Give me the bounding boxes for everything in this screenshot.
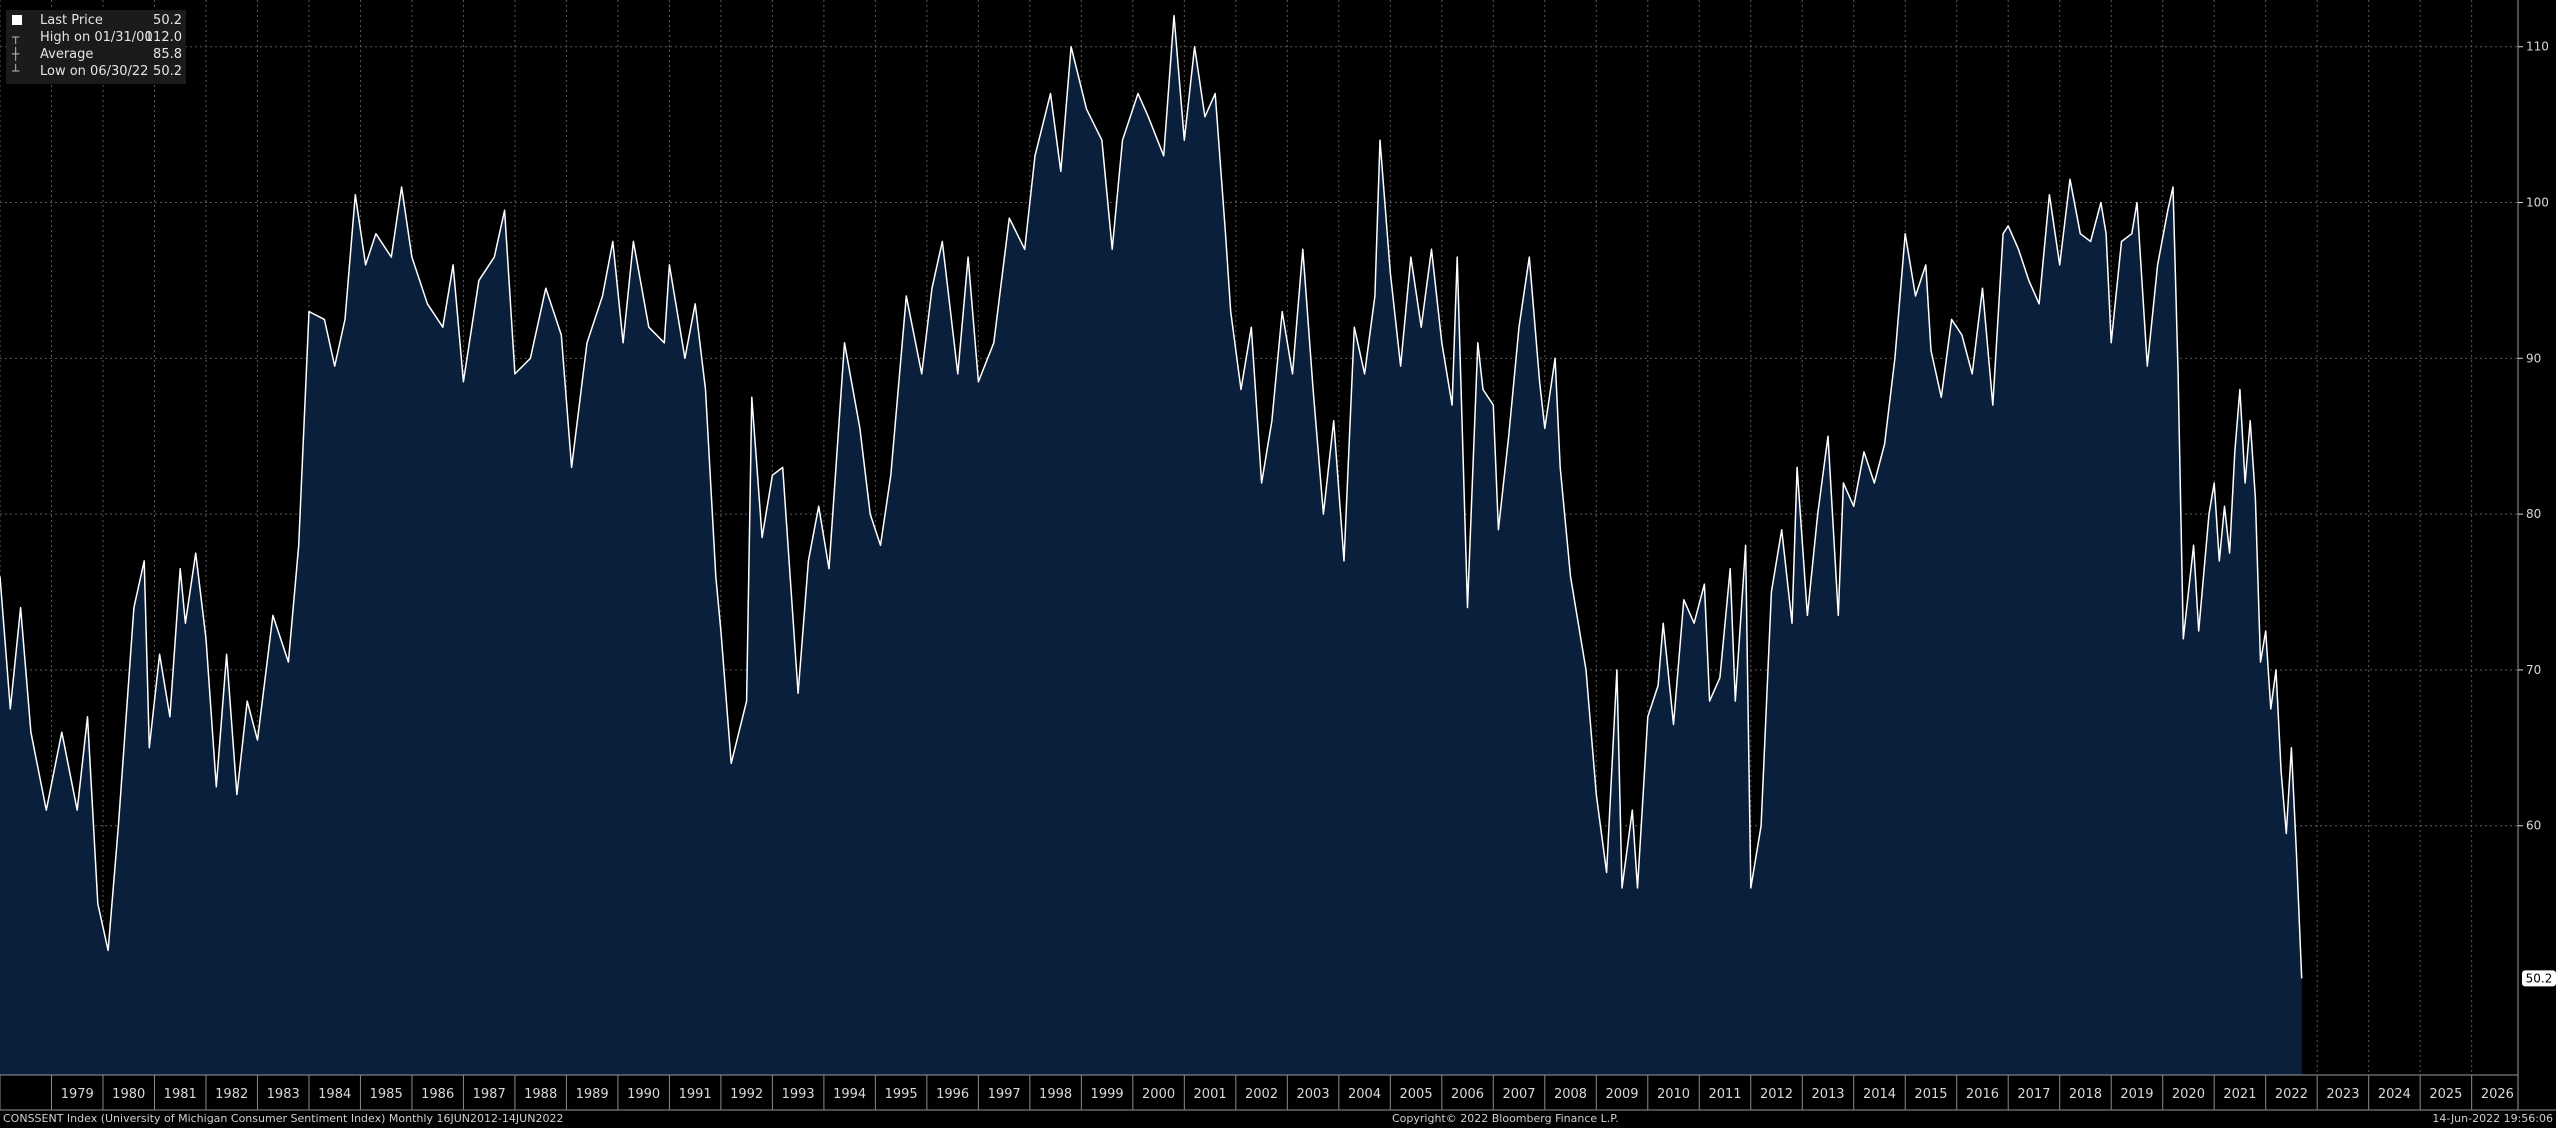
y-tick-label: 100 — [2526, 196, 2549, 210]
legend-row-last-price[interactable]: Last Price 50.2 — [10, 12, 182, 29]
x-tick-label: 1986 — [421, 1087, 454, 1102]
footer-copyright: Copyright© 2022 Bloomberg Finance L.P. — [1392, 1112, 1619, 1125]
x-tick-label: 2016 — [1966, 1087, 1999, 1102]
last-price-label: 50.2 — [2526, 971, 2553, 985]
low-marker-icon: ┴ — [12, 64, 20, 78]
y-tick-label: 60 — [2526, 819, 2541, 833]
x-tick-label: 2013 — [1811, 1087, 1844, 1102]
legend-row-average[interactable]: ┼ Average 85.8 — [10, 46, 182, 63]
x-tick-label: 1987 — [473, 1087, 506, 1102]
x-tick-label: 1981 — [164, 1087, 197, 1102]
footer-ticker-description: CONSSENT Index (University of Michigan C… — [3, 1112, 564, 1125]
footer-timestamp: 14-Jun-2022 19:56:06 — [2432, 1112, 2553, 1125]
legend-value: 112.0 — [144, 30, 182, 45]
x-tick-label: 1999 — [1091, 1087, 1124, 1102]
legend-value: 85.8 — [153, 47, 182, 62]
x-tick-label: 2007 — [1502, 1087, 1535, 1102]
legend-value: 50.2 — [153, 13, 182, 28]
x-tick-label: 1982 — [215, 1087, 248, 1102]
x-tick-label: 2002 — [1245, 1087, 1278, 1102]
x-tick-label: 1985 — [370, 1087, 403, 1102]
x-tick-label: 1992 — [730, 1087, 763, 1102]
x-tick-label: 2014 — [1863, 1087, 1896, 1102]
x-tick-label: 2000 — [1142, 1087, 1175, 1102]
x-tick-label: 2015 — [1914, 1087, 1947, 1102]
series-line — [0, 14, 2303, 979]
x-tick-label: 2006 — [1451, 1087, 1484, 1102]
x-tick-label: 2005 — [1400, 1087, 1433, 1102]
x-tick-label: 1993 — [782, 1087, 815, 1102]
x-tick-label: 2011 — [1708, 1087, 1741, 1102]
legend-label: Low on 06/30/22 — [40, 64, 149, 79]
x-tick-label: 2001 — [1194, 1087, 1227, 1102]
x-tick-label: 1980 — [112, 1087, 145, 1102]
x-tick-label: 1996 — [936, 1087, 969, 1102]
x-tick-label: 1988 — [524, 1087, 557, 1102]
legend-label: High on 01/31/00 — [40, 30, 153, 45]
legend-value: 50.2 — [153, 64, 182, 79]
x-tick-label: 1997 — [988, 1087, 1021, 1102]
legend-label: Average — [40, 47, 94, 62]
x-tick-label: 2021 — [2223, 1087, 2256, 1102]
x-tick-label: 2018 — [2069, 1087, 2102, 1102]
x-tick-label: 2022 — [2275, 1087, 2308, 1102]
x-tick-label: 1983 — [267, 1087, 300, 1102]
legend: Last Price 50.2 ┬ High on 01/31/00 112.0… — [6, 10, 186, 84]
x-tick-label: 1989 — [576, 1087, 609, 1102]
x-tick-label: 2025 — [2429, 1087, 2462, 1102]
x-tick-label: 2008 — [1554, 1087, 1587, 1102]
x-axis: 1979 1980 1981 1982 1983 1984 1985 1986 1987 1988… — [0, 1075, 2514, 1110]
y-tick-label: 110 — [2526, 40, 2549, 54]
x-tick-label: 2026 — [2481, 1087, 2514, 1102]
x-tick-label: 1984 — [318, 1087, 351, 1102]
x-tick-label: 2010 — [1657, 1087, 1690, 1102]
average-marker-icon: ┼ — [12, 47, 20, 61]
y-axis: 60 70 80 90 100 110 — [2518, 40, 2549, 833]
last-price-marker: 50.2 — [2522, 970, 2556, 987]
x-tick-label: 1998 — [1039, 1087, 1072, 1102]
x-tick-label: 2019 — [2120, 1087, 2153, 1102]
x-tick-label: 2020 — [2172, 1087, 2205, 1102]
x-tick-label: 2003 — [1297, 1087, 1330, 1102]
x-tick-label: 1991 — [679, 1087, 712, 1102]
x-tick-label: 1990 — [627, 1087, 660, 1102]
last-price-box — [2522, 970, 2556, 987]
x-tick-label: 2004 — [1348, 1087, 1381, 1102]
y-tick-label: 90 — [2526, 351, 2541, 365]
x-tick-label: 2024 — [2378, 1087, 2411, 1102]
y-tick-label: 80 — [2526, 507, 2541, 521]
series-area — [0, 15, 2302, 1076]
x-tick-label: 2023 — [2326, 1087, 2359, 1102]
x-tick-label: 2012 — [1760, 1087, 1793, 1102]
x-tick-label: 1994 — [833, 1087, 866, 1102]
y-tick-label: 70 — [2526, 663, 2541, 677]
series-swatch-icon — [12, 15, 22, 25]
x-tick-label: 1995 — [885, 1087, 918, 1102]
x-tick-label: 1979 — [61, 1087, 94, 1102]
x-tick-label: 2009 — [1605, 1087, 1638, 1102]
legend-label: Last Price — [40, 13, 103, 28]
high-marker-icon: ┬ — [12, 30, 20, 44]
x-tick-label: 2017 — [2017, 1087, 2050, 1102]
legend-row-low[interactable]: ┴ Low on 06/30/22 50.2 — [10, 63, 182, 80]
legend-row-high[interactable]: ┬ High on 01/31/00 112.0 — [10, 29, 182, 46]
